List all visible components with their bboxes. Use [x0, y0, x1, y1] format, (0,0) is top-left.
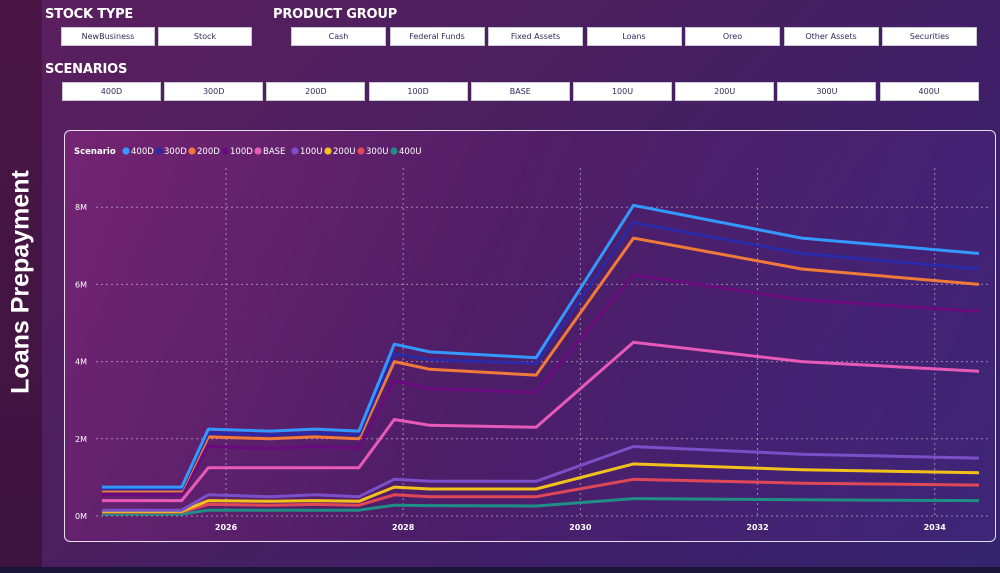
scenarios-option-base[interactable]: BASE [470, 82, 570, 101]
legend-marker-200u [324, 147, 332, 155]
x-tick-label: 2032 [746, 523, 768, 532]
legend-label-400u: 400U [399, 147, 421, 157]
legend-label-200u: 200U [333, 147, 355, 157]
stock-type-label: STOCK TYPE [45, 7, 134, 22]
y-tick-label: 8M [75, 203, 87, 212]
legend-label-400d: 400D [131, 147, 154, 157]
y-tick-label: 0M [75, 512, 87, 521]
product-group-option-securities[interactable]: Securities [882, 27, 977, 46]
series-line-200u [102, 462, 980, 513]
legend-marker-base [254, 147, 262, 155]
y-tick-label: 2M [75, 435, 87, 444]
scenarios-option-100d[interactable]: 100D [368, 82, 468, 101]
x-tick-label: 2030 [569, 523, 592, 532]
legend-title: Scenario [74, 147, 116, 157]
product-group-option-federal-funds[interactable]: Federal Funds [389, 27, 485, 46]
scenarios-option-200u[interactable]: 200U [675, 82, 775, 101]
x-tick-label: 2028 [392, 523, 415, 532]
series-line-200d [102, 236, 980, 493]
legend-marker-200d [188, 147, 196, 155]
product-group-option-oreo[interactable]: Oreo [685, 27, 780, 46]
scenarios-option-100u[interactable]: 100U [573, 82, 672, 101]
legend-marker-300d [155, 147, 163, 155]
scenarios-option-400u[interactable]: 400U [879, 82, 979, 101]
legend-marker-100d [221, 147, 229, 155]
stock-type-option-stock[interactable]: Stock [158, 27, 252, 46]
legend-marker-400u [390, 147, 398, 155]
series-line-100u [102, 445, 980, 512]
product-group-option-fixed-assets[interactable]: Fixed Assets [488, 27, 583, 46]
legend-label-300u: 300U [366, 147, 388, 157]
chart-panel [64, 130, 996, 542]
series-line-300d [102, 221, 980, 491]
stock-type-option-newbusiness[interactable]: NewBusiness [61, 27, 155, 46]
scenarios-label: SCENARIOS [45, 62, 128, 77]
legend-label-100d: 100D [230, 147, 253, 157]
legend-marker-300u [357, 147, 365, 155]
legend-marker-400d [122, 147, 130, 155]
product-group-option-other-assets[interactable]: Other Assets [783, 27, 879, 46]
product-group-option-cash[interactable]: Cash [291, 27, 386, 46]
scenarios-option-200d[interactable]: 200D [266, 82, 366, 101]
scenarios-option-300d[interactable]: 300D [164, 82, 264, 101]
series-line-400d [102, 203, 980, 489]
y-tick-label: 4M [75, 358, 87, 367]
legend-label-base: BASE [263, 147, 285, 157]
scenarios-option-400d[interactable]: 400D [62, 82, 161, 101]
legend-marker-100u [291, 147, 299, 155]
x-tick-label: 2034 [924, 523, 947, 532]
series-line-100d [102, 273, 980, 497]
scenarios-option-300u[interactable]: 300U [777, 82, 877, 101]
y-tick-label: 6M [75, 280, 87, 289]
title-band [0, 0, 42, 573]
bottom-strip [0, 567, 1000, 573]
legend-label-100u: 100U [300, 147, 322, 157]
x-tick-label: 2026 [215, 523, 238, 532]
product-group-label: PRODUCT GROUP [273, 7, 398, 22]
legend-label-300d: 300D [164, 147, 187, 157]
product-group-option-loans[interactable]: Loans [586, 27, 682, 46]
series-line-400u [102, 497, 980, 516]
series-line-base [102, 340, 980, 503]
series-line-300u [102, 477, 980, 514]
legend-label-200d: 200D [197, 147, 220, 157]
